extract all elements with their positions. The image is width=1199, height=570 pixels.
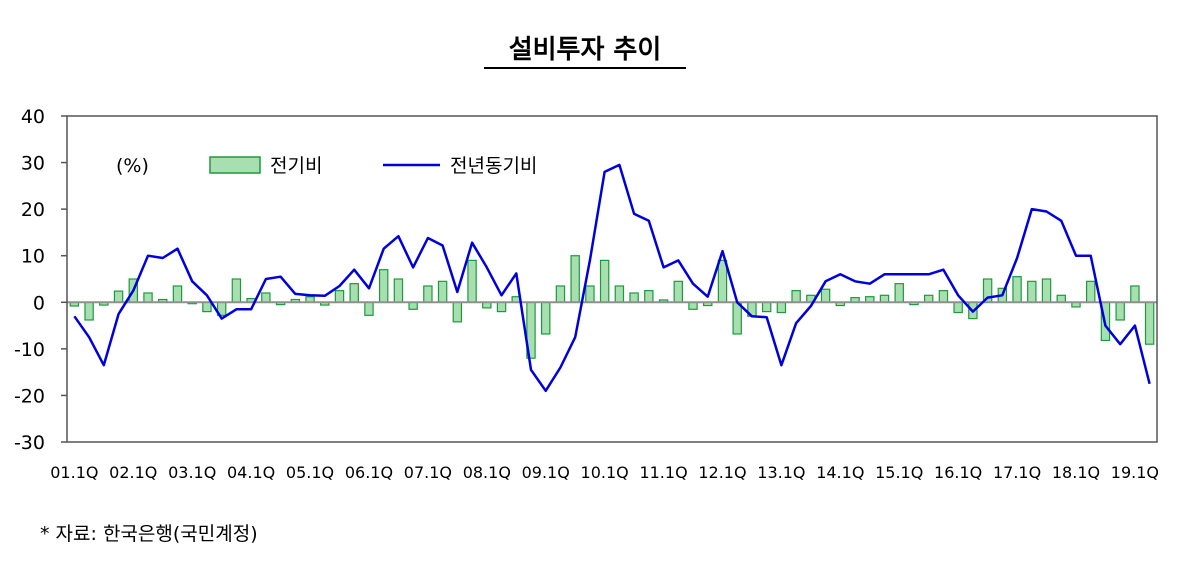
bar-mark bbox=[938, 290, 949, 303]
bar-mark bbox=[673, 280, 684, 303]
x-tick-label: 16.1Q bbox=[934, 463, 982, 482]
bar-mark bbox=[614, 285, 625, 303]
bar-mark bbox=[717, 259, 728, 303]
plot-frame bbox=[66, 115, 1158, 443]
bar-mark bbox=[761, 301, 772, 313]
bar-mark bbox=[231, 278, 242, 303]
bar-mark bbox=[452, 301, 463, 323]
legend-label-bar: 전기비 bbox=[270, 155, 322, 177]
bar-mark bbox=[688, 301, 698, 310]
bar-mark bbox=[1144, 301, 1155, 345]
bar-mark bbox=[349, 283, 359, 303]
x-tick-label: 14.1Q bbox=[816, 463, 864, 482]
bar-mark bbox=[791, 290, 801, 303]
bar-mark bbox=[467, 259, 477, 303]
bar-mark bbox=[172, 285, 183, 303]
bar-mark bbox=[378, 269, 389, 303]
bar-mark bbox=[261, 292, 271, 303]
y-tick-label: 40 bbox=[21, 106, 45, 128]
bar-mark bbox=[894, 283, 904, 303]
legend-bar-swatch bbox=[209, 156, 261, 174]
bar-mark bbox=[629, 292, 639, 303]
bar-mark bbox=[1041, 278, 1052, 303]
bar-mark bbox=[820, 288, 831, 303]
bar-mark bbox=[644, 290, 654, 303]
x-tick-label: 03.1Q bbox=[168, 463, 216, 482]
y-tick-label: 0 bbox=[33, 292, 45, 314]
bar-mark bbox=[540, 301, 551, 335]
chart-title: 설비투자 추이 bbox=[509, 35, 662, 65]
x-tick-label: 09.1Q bbox=[522, 463, 570, 482]
unit-label: (%) bbox=[116, 155, 149, 177]
bar-mark bbox=[1012, 276, 1022, 303]
x-tick-label: 08.1Q bbox=[463, 463, 511, 482]
bar-mark bbox=[923, 294, 934, 303]
x-tick-label: 06.1Q bbox=[345, 463, 393, 482]
bar-mark bbox=[84, 301, 94, 321]
y-tick-label: -10 bbox=[14, 339, 45, 361]
bar-mark bbox=[879, 294, 890, 303]
x-tick-label: 17.1Q bbox=[993, 463, 1041, 482]
bar-mark bbox=[1056, 294, 1066, 303]
bar-mark bbox=[393, 278, 404, 303]
line-series bbox=[73, 163, 1151, 393]
bar-mark bbox=[143, 292, 153, 303]
x-tick-label: 02.1Q bbox=[109, 463, 157, 482]
bar-mark bbox=[408, 301, 418, 310]
x-tick-label: 12.1Q bbox=[698, 463, 746, 482]
bar-mark bbox=[364, 301, 374, 316]
y-tick-label: 10 bbox=[21, 246, 45, 268]
bar-mark bbox=[334, 290, 345, 303]
x-tick-label: 01.1Q bbox=[50, 463, 98, 482]
x-tick-label: 13.1Q bbox=[757, 463, 805, 482]
y-tick-label: 30 bbox=[21, 153, 45, 175]
x-tick-label: 15.1Q bbox=[875, 463, 923, 482]
x-tick-label: 10.1Q bbox=[581, 463, 629, 482]
y-axis-ticks: 40 30 20 10 0 -10 -20 -30 bbox=[14, 106, 67, 454]
legend: 전기비 전년동기비 bbox=[209, 155, 537, 177]
source-note: * 자료: 한국은행(국민계정) bbox=[40, 523, 258, 545]
x-tick-label: 05.1Q bbox=[286, 463, 334, 482]
bar-mark bbox=[953, 301, 963, 314]
bar-mark bbox=[1085, 280, 1096, 303]
bar-mark bbox=[1115, 301, 1125, 321]
bar-mark bbox=[1130, 285, 1140, 303]
bar-mark bbox=[1027, 280, 1037, 303]
bar-series bbox=[69, 255, 1155, 359]
bar-mark bbox=[599, 259, 610, 303]
y-tick-label: -20 bbox=[14, 385, 45, 407]
x-tick-label: 07.1Q bbox=[404, 463, 452, 482]
bar-mark bbox=[437, 280, 448, 303]
y-tick-label: -30 bbox=[14, 432, 45, 454]
x-tick-label: 19.1Q bbox=[1111, 463, 1159, 482]
x-tick-label: 18.1Q bbox=[1052, 463, 1100, 482]
legend-label-line: 전년동기비 bbox=[450, 155, 537, 177]
bar-mark bbox=[776, 301, 787, 314]
bar-mark bbox=[570, 255, 580, 303]
bar-mark bbox=[555, 285, 566, 303]
bar-mark bbox=[423, 285, 433, 303]
bar-mark bbox=[496, 301, 507, 313]
x-tick-label: 04.1Q bbox=[227, 463, 275, 482]
y-tick-label: 20 bbox=[21, 199, 45, 221]
x-tick-label: 11.1Q bbox=[639, 463, 687, 482]
bar-mark bbox=[585, 285, 595, 303]
x-axis-ticks: 01.1Q 02.1Q 03.1Q 04.1Q 05.1Q 06.1Q 07.1Q 08.1Q… bbox=[50, 463, 1159, 482]
line-path bbox=[73, 163, 1151, 393]
bar-mark bbox=[113, 290, 124, 303]
bar-mark bbox=[202, 301, 212, 313]
bar-mark bbox=[732, 301, 742, 335]
